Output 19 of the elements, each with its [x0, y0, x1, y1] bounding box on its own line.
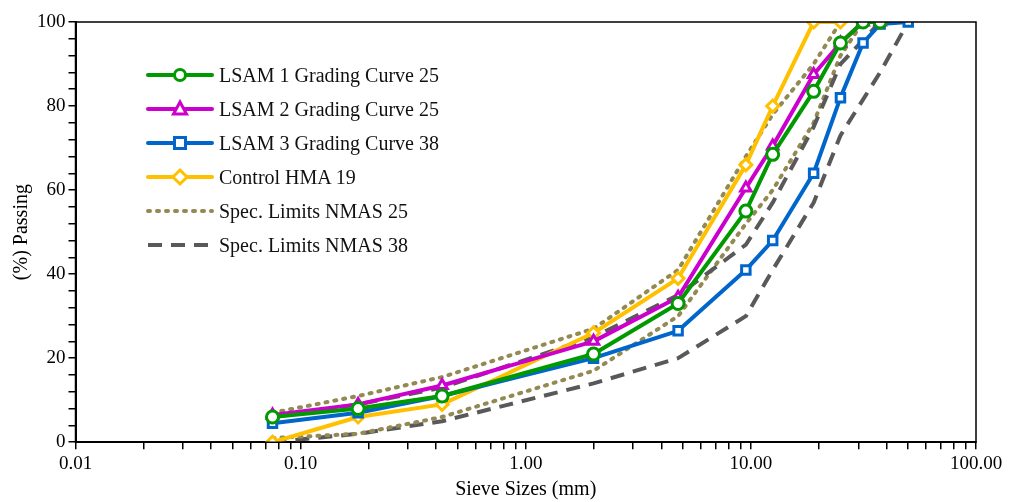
y-axis-title: (%) Passing	[9, 184, 33, 281]
x-tick-label: 0.10	[284, 451, 318, 473]
legend-label: Spec. Limits NMAS 25	[219, 199, 408, 223]
legend-label: Spec. Limits NMAS 38	[219, 233, 408, 257]
y-tick-label: 80	[46, 94, 66, 116]
legend-label: LSAM 2 Grading Curve 25	[219, 97, 439, 121]
y-tick-label: 20	[46, 346, 66, 368]
y-tick-label: 40	[46, 262, 66, 284]
x-tick-label: 1.00	[509, 451, 543, 473]
x-axis-title: Sieve Sizes (mm)	[455, 477, 597, 501]
y-tick-label: 0	[56, 430, 66, 452]
x-tick-label: 10.00	[729, 451, 773, 473]
x-tick-label: 100.00	[949, 451, 1003, 473]
legend-label: LSAM 3 Grading Curve 38	[219, 131, 439, 155]
legend-label: Control HMA 19	[219, 165, 356, 189]
x-tick-label: 0.01	[58, 451, 93, 473]
legend-label: LSAM 1 Grading Curve 25	[219, 63, 439, 87]
y-tick-label: 100	[37, 9, 66, 31]
y-tick-label: 60	[46, 178, 66, 200]
